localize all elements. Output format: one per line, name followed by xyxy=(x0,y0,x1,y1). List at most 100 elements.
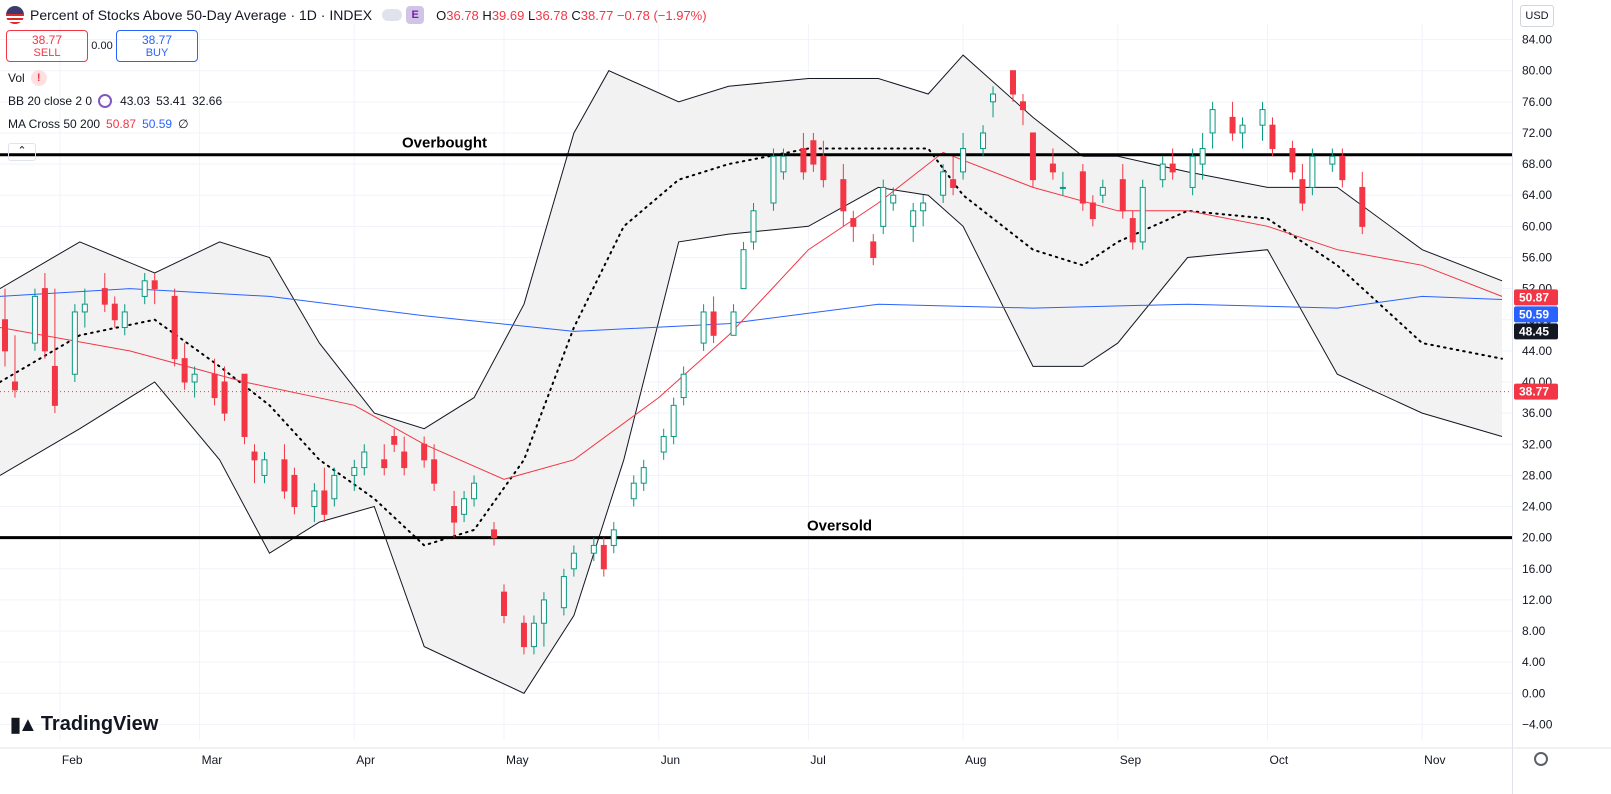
indicator-vol[interactable]: Vol ! xyxy=(8,70,47,86)
price-label: 50.87 xyxy=(1519,290,1549,304)
candle-body xyxy=(710,311,717,336)
buy-button[interactable]: 38.77 BUY xyxy=(116,30,198,62)
close-label: C xyxy=(571,7,581,23)
candle-body xyxy=(351,467,358,476)
candle-body xyxy=(1199,148,1206,165)
bb-label: BB 20 close 2 0 xyxy=(8,94,93,108)
y-tick-label: 72.00 xyxy=(1522,126,1552,140)
candle-body xyxy=(750,210,757,243)
y-tick-label: 56.00 xyxy=(1522,250,1552,264)
x-tick-label: Mar xyxy=(202,753,223,767)
bb-lower-value: 32.66 xyxy=(192,94,223,108)
y-tick-label: 0.00 xyxy=(1522,686,1546,700)
candle-body xyxy=(870,241,877,258)
candle-body xyxy=(171,295,178,360)
candle-body xyxy=(1009,70,1016,95)
x-tick-label: Jul xyxy=(810,753,825,767)
candle-body xyxy=(31,295,38,344)
y-tick-label: 28.00 xyxy=(1522,468,1552,482)
candle-body xyxy=(910,210,917,227)
candle-body xyxy=(191,373,198,383)
collapse-legend-button[interactable]: ⌃ xyxy=(8,143,36,161)
candle-body xyxy=(630,482,637,500)
price-label-bg xyxy=(1514,289,1558,306)
ma200-value: 50.59 xyxy=(142,117,173,131)
candle-body xyxy=(331,474,338,500)
eye-icon xyxy=(382,9,403,21)
currency-selector[interactable]: USD xyxy=(1520,5,1554,27)
candle-body xyxy=(1329,155,1336,165)
candle-body xyxy=(1089,202,1096,220)
candle-body xyxy=(241,373,248,437)
candle-body xyxy=(800,148,807,173)
candle-body xyxy=(311,490,318,508)
indicator-ma-cross[interactable]: MA Cross 50 200 50.87 50.59 ∅ xyxy=(8,117,189,131)
candle-body xyxy=(491,529,498,539)
bb-basis-line xyxy=(0,147,1503,547)
y-tick-label: 36.00 xyxy=(1522,406,1552,420)
visibility-toggle[interactable]: E xyxy=(382,6,425,24)
sell-button[interactable]: 38.77 SELL xyxy=(6,30,88,62)
candle-body xyxy=(670,404,677,437)
candle-body xyxy=(740,249,747,290)
candle-body xyxy=(1129,218,1136,243)
candle-body xyxy=(950,179,957,188)
candle-body xyxy=(471,482,478,500)
bb-mid-value: 43.03 xyxy=(120,94,151,108)
vol-label: Vol xyxy=(8,71,25,85)
price-label-bg xyxy=(1514,383,1558,400)
symbol-title[interactable]: Percent of Stocks Above 50-Day Average ·… xyxy=(30,7,373,23)
candle-body xyxy=(151,280,158,290)
buy-label: BUY xyxy=(145,47,169,59)
x-tick-label: May xyxy=(506,753,529,767)
candle-body xyxy=(251,451,258,461)
candle-body xyxy=(1139,186,1146,243)
moving-averages xyxy=(0,151,1503,480)
level-label-overbought: Overbought xyxy=(402,135,487,152)
y-tick-label: 68.00 xyxy=(1522,157,1552,171)
settings-gear-icon[interactable] xyxy=(1534,752,1548,766)
tradingview-mark-icon: ▮▲ xyxy=(10,714,38,736)
candle-body xyxy=(1289,148,1296,173)
candle-body xyxy=(281,459,288,492)
trade-panel: 38.77 SELL 0.00 38.77 BUY xyxy=(6,30,198,62)
candle-body xyxy=(990,93,997,103)
y-tick-label: 16.00 xyxy=(1522,562,1552,576)
x-tick-label: Aug xyxy=(965,753,986,767)
bb-upper-line xyxy=(0,54,1503,430)
candle-body xyxy=(431,459,438,484)
candle-body xyxy=(610,529,617,546)
warning-icon[interactable]: ! xyxy=(30,70,47,86)
candle-body xyxy=(291,474,298,508)
price-label-bg xyxy=(1514,306,1558,323)
candle-body xyxy=(221,381,228,414)
candle-body xyxy=(261,459,268,476)
open-value: 36.78 xyxy=(446,7,479,23)
refresh-icon[interactable] xyxy=(98,94,113,108)
candle-body xyxy=(960,148,967,173)
candle-body xyxy=(141,280,148,297)
y-tick-label: 8.00 xyxy=(1522,624,1546,638)
candle-body xyxy=(770,155,777,204)
ma-label: MA Cross 50 200 xyxy=(8,117,101,131)
level-label-oversold: Oversold xyxy=(807,518,872,535)
indicator-bb[interactable]: BB 20 close 2 0 43.03 53.41 32.66 xyxy=(8,94,222,108)
candle-body xyxy=(700,311,707,344)
candle-body xyxy=(530,622,537,648)
candle-body xyxy=(920,202,927,212)
bollinger-bands xyxy=(0,54,1503,694)
spread-value: 0.00 xyxy=(91,40,113,52)
high-value: 39.69 xyxy=(491,7,525,23)
low-value: 36.78 xyxy=(535,7,568,23)
candle-body xyxy=(1229,116,1236,134)
ma50-value: 50.87 xyxy=(106,117,137,131)
candle-body xyxy=(1019,101,1026,111)
candle-body xyxy=(570,552,577,570)
candle-body xyxy=(1259,109,1266,126)
buy-price: 38.77 xyxy=(141,33,173,47)
sell-price: 38.77 xyxy=(31,33,63,47)
y-tick-label: 24.00 xyxy=(1522,500,1552,514)
candle-body xyxy=(11,381,18,391)
